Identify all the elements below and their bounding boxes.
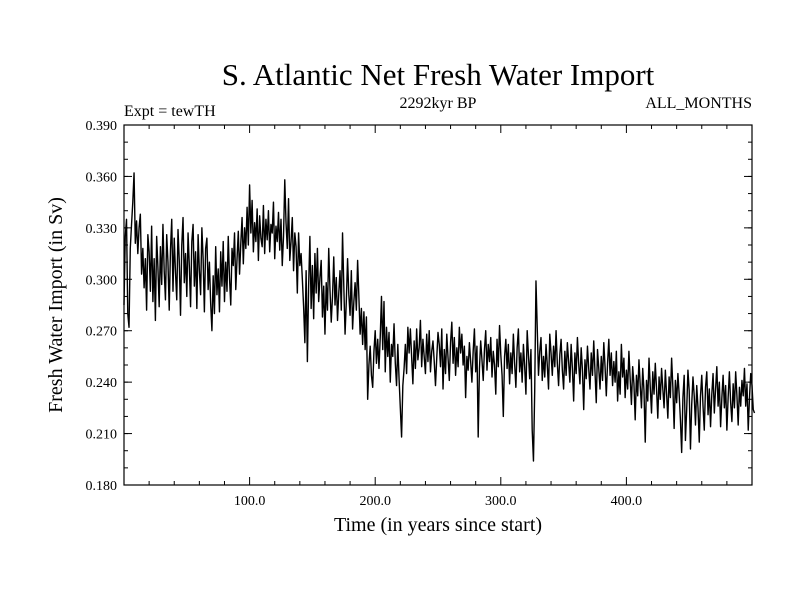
y-tick-label: 0.210 [86,428,118,443]
x-tick-label: 400.0 [611,494,643,509]
x-tick-label: 300.0 [485,494,517,509]
x-tick-label: 100.0 [234,494,266,509]
subtitle-period: 2292kyr BP [400,95,477,112]
chart-title: S. Atlantic Net Fresh Water Import [222,57,655,92]
y-tick-label: 0.300 [86,273,118,288]
series-line-fresh-water-import [123,172,756,462]
y-tick-label: 0.270 [86,325,118,340]
y-tick-label: 0.330 [86,222,118,237]
x-axis-label: Time (in years since start) [334,514,542,536]
y-axis-label: Fresh Water Import (in Sv) [45,197,67,413]
y-tick-label: 0.240 [86,376,118,391]
y-tick-label: 0.360 [86,170,118,185]
x-tick-label: 200.0 [359,494,391,509]
x-axis: 100.0 200.0 300.0 400.0 [148,125,728,509]
y-tick-label: 0.390 [86,119,118,134]
subtitle-months: ALL_MONTHS [645,95,752,112]
y-tick-label: 0.180 [86,479,118,494]
y-axis: 0.180 0.210 0.240 0.270 0.300 0.330 0.360 0.390 [86,119,752,494]
subtitle-experiment: Expt = tewTH [124,103,216,120]
plot-frame [123,124,753,486]
